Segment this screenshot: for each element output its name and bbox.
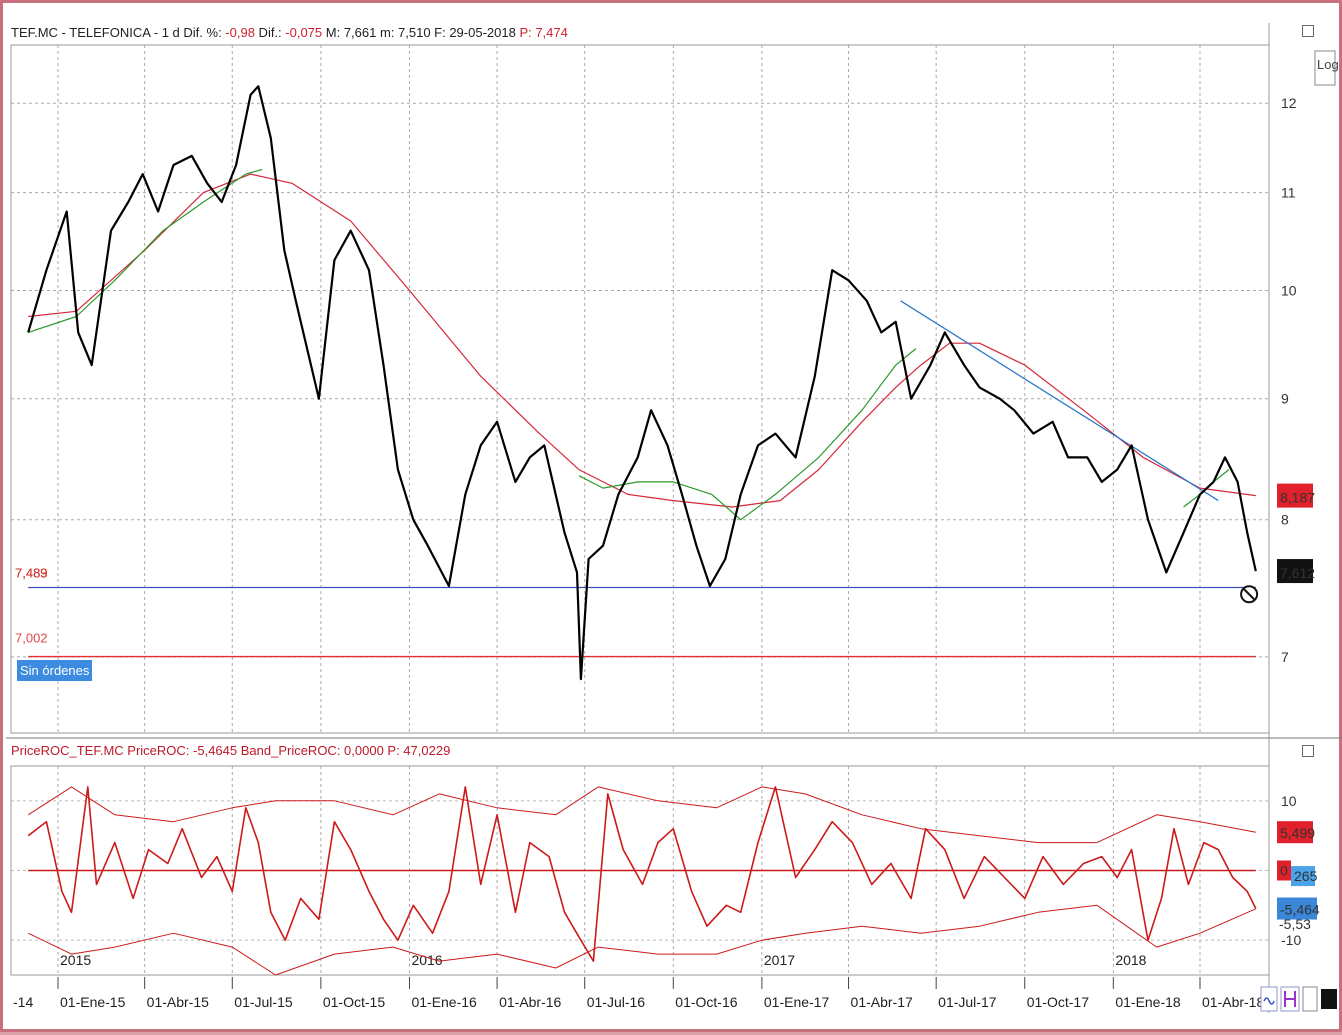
- log-button: [1314, 50, 1336, 86]
- main-y-tick-label: 11: [1281, 185, 1296, 201]
- main-y-tick-label: 9: [1281, 391, 1289, 407]
- order-value-label: 7,002: [15, 631, 48, 646]
- roc-upper-band: [27, 786, 1256, 844]
- roc-upper-badge-bg: [1277, 821, 1313, 844]
- osc-close-icon[interactable]: [1319, 745, 1331, 757]
- support-value-ghost: 7,483: [15, 566, 48, 581]
- year-label: 2015: [60, 952, 91, 968]
- year-label: 2017: [764, 952, 795, 968]
- year-label: 2018: [1115, 952, 1146, 968]
- price-badge-bg: [1277, 559, 1313, 584]
- cancel-order-icon-slash: [1243, 588, 1255, 600]
- main-plot-area: [10, 44, 1270, 734]
- price-line: [27, 85, 1257, 681]
- ma-long-line: [28, 173, 1256, 508]
- main-header: TEF.MC - TELEFONICA - 1 d Dif. %: -0,98 …: [11, 25, 568, 40]
- header-main-pct: -0,98: [225, 25, 255, 40]
- osc-maximize-icon[interactable]: [1302, 745, 1314, 757]
- wave-tool-glyph: [1263, 997, 1275, 1005]
- roc-zero-badge: 0: [1280, 863, 1288, 879]
- close-icon[interactable]: [1319, 25, 1331, 37]
- x-tick-label: 01-Jul-15: [234, 994, 293, 1010]
- roc-value-badge-bg: [1277, 897, 1317, 920]
- x-tick-label: 01-Abr-16: [499, 994, 561, 1010]
- support-value-label: 7,489: [15, 566, 48, 581]
- x-tick-label: 01-Abr-18: [1202, 994, 1264, 1010]
- osc-y-tick-label: 10: [1281, 793, 1297, 809]
- header-main-dif-label: Dif.:: [255, 25, 285, 40]
- log-button-label[interactable]: Log: [1317, 57, 1339, 72]
- x-tick-label: 01-Ene-15: [60, 994, 126, 1010]
- osc-y-tick-label: -10: [1281, 932, 1301, 948]
- header-main-rest: M: 7,661 m: 7,510 F: 29-05-2018: [322, 25, 519, 40]
- wave-tool-icon: [1260, 986, 1278, 1012]
- main-y-tick-label: 8: [1281, 512, 1289, 528]
- x-tick-label: 01-Oct-17: [1027, 994, 1089, 1010]
- trendline: [900, 300, 1219, 502]
- h-tool-glyph: [1284, 991, 1296, 1007]
- osc-header: PriceROC_TEF.MC PriceROC: -5,4645 Band_P…: [11, 743, 450, 758]
- maximize-icon[interactable]: [1302, 25, 1314, 37]
- x-tick-label: -14: [13, 994, 33, 1010]
- x-tick-label: 01-Jul-17: [938, 994, 997, 1010]
- roc-zero-badge-bg: [1277, 860, 1291, 881]
- x-tick-label: 01-Abr-15: [147, 994, 209, 1010]
- main-y-tick-label: 7: [1281, 649, 1289, 665]
- header-main-p: P: 7,474: [519, 25, 567, 40]
- main-y-tick-label: 12: [1281, 95, 1297, 111]
- orders-tag[interactable]: Sin órdenes: [17, 660, 93, 681]
- price-badge: 7,612: [1280, 565, 1315, 581]
- main-y-tick-label: 10: [1281, 283, 1297, 299]
- x-tick-label: 01-Ene-16: [411, 994, 477, 1010]
- ma-badge: 8,187: [1280, 490, 1315, 506]
- roc-cyan-badge: 265: [1294, 868, 1318, 884]
- pin-tool-icon: [1302, 986, 1318, 1012]
- roc-cyan-badge-bg: [1291, 866, 1315, 887]
- x-tick-label: 01-Ene-17: [764, 994, 830, 1010]
- x-tick-label: 01-Oct-16: [675, 994, 737, 1010]
- ma-badge-bg: [1277, 483, 1313, 508]
- square-tool-icon: [1321, 989, 1337, 1009]
- year-label: 2016: [411, 952, 442, 968]
- header-main-dif: -0,075: [285, 25, 322, 40]
- x-tick-label: 01-Ene-18: [1115, 994, 1181, 1010]
- x-tick-label: 01-Oct-15: [323, 994, 385, 1010]
- chart-canvas: TEF.MC - TELEFONICA - 1 d Dif. %: -0,98 …: [6, 23, 1342, 1013]
- roc-upper-badge: 5,499: [1280, 825, 1315, 841]
- roc-lower-band: [27, 904, 1257, 976]
- roc-line: [27, 786, 1257, 962]
- ma-short-line-2: [578, 348, 917, 521]
- x-tick-label: 01-Jul-16: [587, 994, 646, 1010]
- roc-lower-ghost: -5,53: [1279, 916, 1311, 932]
- roc-value-badge: -5,464: [1280, 902, 1320, 918]
- x-tick-label: 01-Abr-17: [851, 994, 913, 1010]
- header-main-prefix: TEF.MC - TELEFONICA - 1 d Dif. %:: [11, 25, 225, 40]
